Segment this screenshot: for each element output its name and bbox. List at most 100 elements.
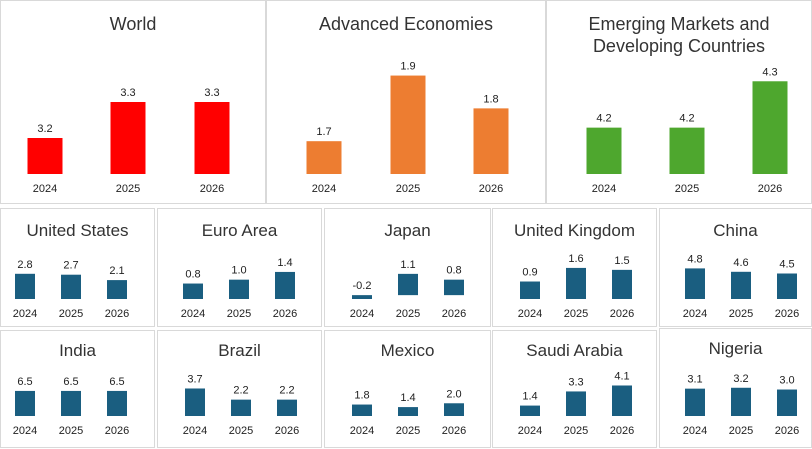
bar-2024 bbox=[183, 283, 203, 299]
x-tick-label: 2024 bbox=[592, 183, 616, 195]
x-tick-label: 2026 bbox=[200, 183, 224, 195]
bar-2026 bbox=[275, 271, 295, 299]
bar-2025 bbox=[61, 390, 81, 416]
x-tick-label: 2024 bbox=[683, 425, 707, 437]
x-tick-label: 2025 bbox=[116, 183, 140, 195]
chart-title: Saudi Arabia bbox=[526, 341, 623, 360]
data-label: 1.4 bbox=[277, 257, 292, 269]
bar-chart-nigeria: 3.1 2024 3.2 2025 3.0 2026 bbox=[683, 373, 799, 437]
data-label: 1.0 bbox=[231, 265, 246, 277]
bar-2025 bbox=[110, 102, 146, 174]
chart-panel-world: World 3.2 2024 3.3 2025 3.3 2026 bbox=[0, 0, 266, 204]
data-label: 6.5 bbox=[63, 376, 78, 388]
bar-2026 bbox=[752, 81, 788, 174]
chart-title: United Kingdom bbox=[514, 221, 635, 240]
chart-panel-saudi-arabia: Saudi Arabia 1.4 2024 3.3 2025 4.1 2026 bbox=[492, 330, 657, 448]
x-tick-label: 2026 bbox=[610, 425, 634, 437]
chart-title: Nigeria bbox=[708, 339, 763, 358]
bar-2025 bbox=[566, 267, 586, 299]
data-label: 0.8 bbox=[446, 265, 461, 277]
data-label: 3.7 bbox=[187, 373, 202, 385]
x-tick-label: 2024 bbox=[13, 425, 37, 437]
x-tick-label: 2026 bbox=[775, 308, 799, 320]
x-tick-label: 2025 bbox=[564, 308, 588, 320]
data-label: 2.0 bbox=[446, 388, 461, 400]
x-tick-label: 2025 bbox=[729, 425, 753, 437]
data-label: 0.8 bbox=[185, 269, 200, 281]
data-label: 2.8 bbox=[17, 259, 32, 271]
data-label: 3.3 bbox=[120, 87, 135, 99]
bar-2026 bbox=[777, 389, 797, 416]
bar-2026 bbox=[444, 279, 464, 296]
bar-2025 bbox=[398, 273, 418, 296]
data-label: 6.5 bbox=[109, 376, 124, 388]
x-tick-label: 2025 bbox=[59, 308, 83, 320]
chart-panel-japan: Japan -0.2 2024 1.1 2025 0.8 2026 bbox=[324, 208, 491, 327]
bar-chart-india: 6.5 2024 6.5 2025 6.5 2026 bbox=[13, 376, 129, 437]
chart-panel-united-states: United States 2.8 2024 2.7 2025 2.1 2026 bbox=[0, 208, 155, 327]
bar-2024 bbox=[520, 405, 540, 416]
chart-panel-india: India 6.5 2024 6.5 2025 6.5 2026 bbox=[0, 330, 155, 448]
data-label: 2.1 bbox=[109, 265, 124, 277]
x-tick-label: 2026 bbox=[273, 308, 297, 320]
data-label: 1.6 bbox=[568, 253, 583, 265]
x-tick-label: 2026 bbox=[105, 308, 129, 320]
data-label: 4.2 bbox=[679, 113, 694, 125]
bar-chart-euro-area: 0.8 2024 1.0 2025 1.4 2026 bbox=[181, 257, 297, 320]
x-tick-label: 2024 bbox=[518, 425, 542, 437]
data-label: 1.7 bbox=[316, 126, 331, 138]
chart-title: Mexico bbox=[380, 341, 435, 360]
data-label: 4.2 bbox=[596, 113, 611, 125]
chart-panel-china: China 4.8 2024 4.6 2025 4.5 2026 bbox=[659, 208, 812, 327]
chart-title: United States bbox=[26, 221, 129, 240]
chart-title: Advanced Economies bbox=[318, 14, 494, 34]
chart-title: Japan bbox=[384, 221, 431, 240]
x-tick-label: 2026 bbox=[479, 183, 503, 195]
x-tick-label: 2026 bbox=[758, 183, 782, 195]
chart-panel-euro-area: Euro Area 0.8 2024 1.0 2025 1.4 2026 bbox=[157, 208, 322, 327]
chart-title: China bbox=[713, 221, 758, 240]
bar-2025 bbox=[731, 387, 751, 416]
data-label: 6.5 bbox=[17, 376, 32, 388]
bar-2024 bbox=[685, 268, 705, 299]
bar-2025 bbox=[61, 274, 81, 299]
x-tick-label: 2024 bbox=[33, 183, 57, 195]
x-tick-label: 2024 bbox=[13, 308, 37, 320]
bar-chart-saudi-arabia: 1.4 2024 3.3 2025 4.1 2026 bbox=[518, 370, 634, 437]
bar-2024 bbox=[185, 388, 205, 416]
bar-2024 bbox=[520, 281, 540, 299]
bar-2026 bbox=[107, 280, 127, 299]
data-label: 4.8 bbox=[687, 253, 702, 265]
bar-chart-emerging-markets-and-developing-countries: 4.2 2024 4.2 2025 4.3 2026 bbox=[586, 66, 788, 195]
data-label: 0.9 bbox=[522, 267, 537, 279]
bar-2024 bbox=[306, 141, 342, 174]
bar-2025 bbox=[390, 75, 426, 174]
bar-2026 bbox=[473, 108, 509, 174]
data-label: -0.2 bbox=[353, 280, 372, 292]
x-tick-label: 2024 bbox=[350, 425, 374, 437]
bar-chart-brazil: 3.7 2024 2.2 2025 2.2 2026 bbox=[183, 373, 299, 437]
x-tick-label: 2026 bbox=[610, 308, 634, 320]
bar-2026 bbox=[194, 102, 230, 174]
data-label: 2.7 bbox=[63, 260, 78, 272]
chart-title: India bbox=[59, 341, 96, 360]
data-label: 3.0 bbox=[779, 375, 794, 387]
chart-panel-brazil: Brazil 3.7 2024 2.2 2025 2.2 2026 bbox=[157, 330, 322, 448]
bar-2025 bbox=[231, 399, 251, 416]
data-label: 4.1 bbox=[614, 370, 629, 382]
x-tick-label: 2025 bbox=[564, 425, 588, 437]
data-label: 3.1 bbox=[687, 374, 702, 386]
bar-2025 bbox=[566, 391, 586, 416]
x-tick-label: 2025 bbox=[396, 425, 420, 437]
chart-panel-mexico: Mexico 1.8 2024 1.4 2025 2.0 2026 bbox=[324, 330, 491, 448]
data-label: 1.1 bbox=[400, 259, 415, 271]
data-label: 3.2 bbox=[37, 123, 52, 135]
bar-chart-mexico: 1.8 2024 1.4 2025 2.0 2026 bbox=[350, 388, 466, 437]
bar-2024 bbox=[586, 127, 622, 174]
bar-2025 bbox=[731, 271, 751, 299]
data-label: 2.2 bbox=[233, 385, 248, 397]
data-label: 1.4 bbox=[522, 391, 537, 403]
bar-2026 bbox=[107, 390, 127, 416]
chart-panel-advanced-economies: Advanced Economies 1.7 2024 1.9 2025 1.8 2026 bbox=[266, 0, 546, 204]
bar-2026 bbox=[444, 403, 464, 416]
